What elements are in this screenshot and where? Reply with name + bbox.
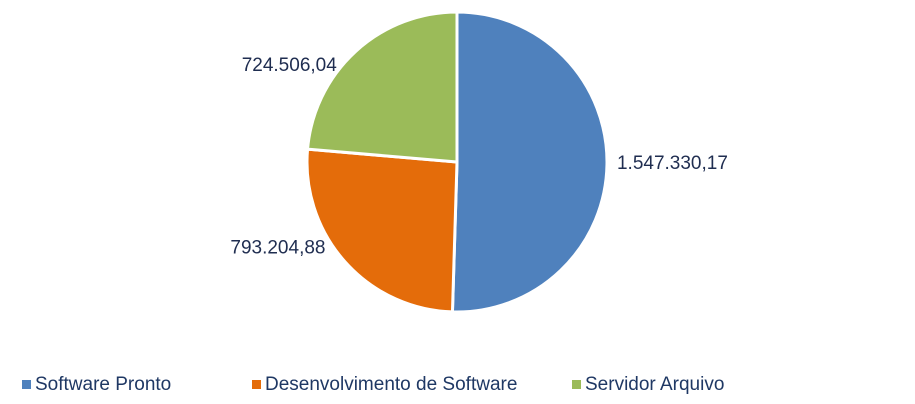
- legend: Software Pronto Desenvolvimento de Softwa…: [22, 374, 724, 395]
- data-labels: 1.547.330,17 793.204,88 724.506,04: [230, 55, 728, 258]
- legend-label: Software Pronto: [35, 374, 171, 395]
- legend-swatch: [572, 380, 581, 389]
- legend-swatch: [252, 380, 261, 389]
- data-label: 1.547.330,17: [617, 153, 728, 174]
- legend-label: Servidor Arquivo: [585, 374, 724, 395]
- data-label: 793.204,88: [230, 237, 325, 258]
- pie-slice: [305, 10, 459, 164]
- pie-slice: [305, 147, 459, 314]
- pie-slice: [450, 10, 609, 314]
- data-label: 724.506,04: [242, 55, 338, 76]
- pie: [305, 10, 609, 314]
- legend-label: Desenvolvimento de Software: [265, 374, 517, 395]
- legend-swatch: [22, 380, 31, 389]
